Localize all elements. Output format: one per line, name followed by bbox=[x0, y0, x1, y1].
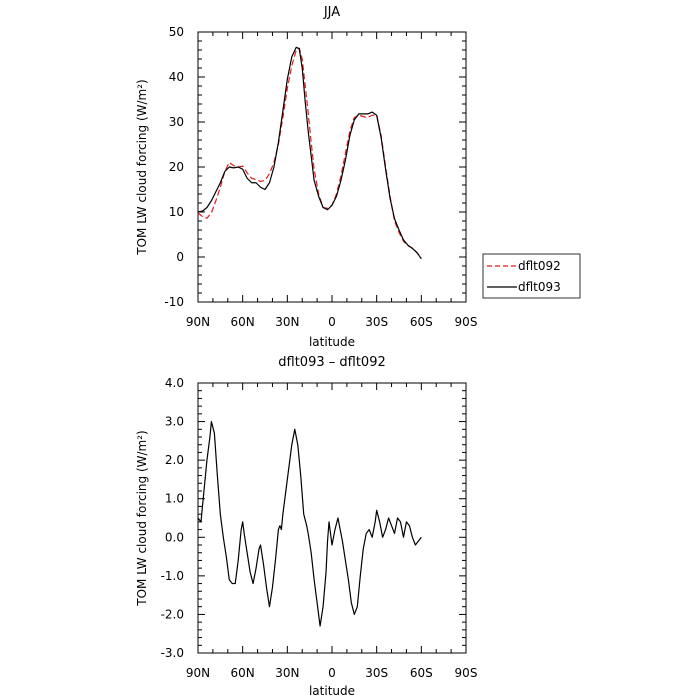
y-tick-label: -2.0 bbox=[161, 607, 184, 621]
top-axis-ticks: 90N 60N 30N 0 30S 60S 90S 50 40 30 20 10 0 -10 bbox=[164, 25, 477, 329]
series-line-diff-0 bbox=[197, 420, 422, 627]
y-tick-label: -3.0 bbox=[161, 646, 184, 660]
legend-box bbox=[482, 253, 581, 299]
x-tick-label: 0 bbox=[328, 315, 336, 329]
y-tick-label: -10 bbox=[164, 295, 184, 309]
x-tick-label: 0 bbox=[328, 666, 336, 680]
top-series-lines bbox=[197, 46, 422, 260]
series-line-dflt093 bbox=[197, 46, 422, 260]
y-tick-label: 20 bbox=[169, 160, 184, 174]
x-tick-label: 30S bbox=[365, 666, 388, 680]
top-chart-title: JJA bbox=[323, 5, 340, 20]
x-tick-label: 60S bbox=[410, 666, 433, 680]
y-tick-label: 40 bbox=[169, 70, 184, 84]
bottom-panel: dflt093 – dflt092 90N 60N 30N 0 30S 60S 90S 4.0… bbox=[135, 355, 477, 698]
x-tick-label: 60N bbox=[231, 315, 255, 329]
bottom-series-lines bbox=[197, 420, 422, 627]
x-tick-label: 30N bbox=[275, 315, 299, 329]
x-tick-label: 90N bbox=[186, 315, 210, 329]
y-tick-label: 1.0 bbox=[165, 492, 184, 506]
x-tick-label: 90S bbox=[455, 666, 478, 680]
bottom-x-axis-label: latitude bbox=[309, 684, 355, 698]
bottom-y-axis-label: TOM LW cloud forcing (W/m²) bbox=[135, 430, 149, 607]
top-y-axis-label: TOM LW cloud forcing (W/m²) bbox=[135, 79, 149, 256]
bottom-axis-ticks: 90N 60N 30N 0 30S 60S 90S 4.0 3.0 2.0 1.0 0.0 -1.0 -2… bbox=[161, 376, 478, 680]
x-tick-label: 90N bbox=[186, 666, 210, 680]
y-tick-label: 0.0 bbox=[165, 530, 184, 544]
y-tick-label: 10 bbox=[169, 205, 184, 219]
y-tick-label: 30 bbox=[169, 115, 184, 129]
legend-label-dflt092: dflt092 bbox=[518, 259, 561, 273]
top-legend: dflt092 dflt093 bbox=[482, 253, 581, 299]
x-tick-label: 30S bbox=[365, 315, 388, 329]
x-tick-label: 90S bbox=[455, 315, 478, 329]
series-line-dflt092 bbox=[197, 47, 422, 259]
legend-label-dflt093: dflt093 bbox=[518, 280, 561, 294]
x-tick-label: 30N bbox=[275, 666, 299, 680]
bottom-chart-title: dflt093 – dflt092 bbox=[278, 355, 385, 370]
x-tick-label: 60S bbox=[410, 315, 433, 329]
y-tick-label: 2.0 bbox=[165, 453, 184, 467]
x-tick-label: 60N bbox=[231, 666, 255, 680]
bottom-plot-frame bbox=[197, 382, 467, 654]
top-x-axis-label: latitude bbox=[309, 335, 355, 349]
y-tick-label: 4.0 bbox=[165, 376, 184, 390]
y-tick-label: -1.0 bbox=[161, 569, 184, 583]
y-tick-label: 50 bbox=[169, 25, 184, 39]
y-tick-label: 0 bbox=[176, 250, 184, 264]
y-tick-label: 3.0 bbox=[165, 415, 184, 429]
top-panel: JJA 90N 60N 30N 0 30S 60S 90S 50 40 30 20 10 0 -10 la… bbox=[135, 5, 581, 349]
